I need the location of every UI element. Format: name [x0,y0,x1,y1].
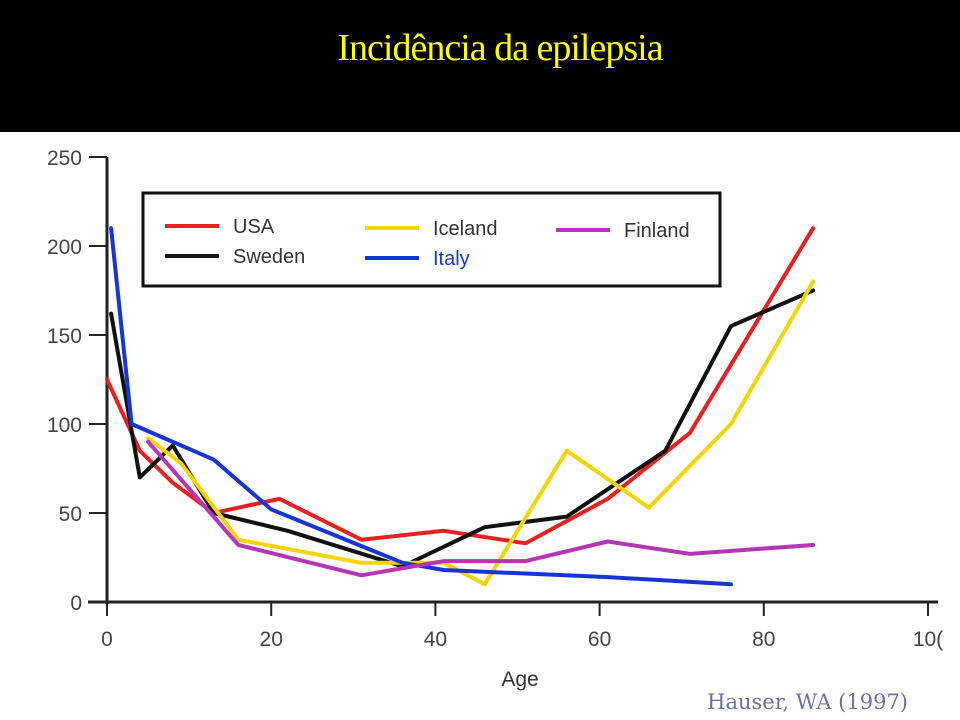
y-tick-label: 250 [47,147,82,170]
slide-title: Incidência da epilepsia [337,27,663,69]
x-tick-label: 60 [588,628,611,651]
legend-label-usa: USA [233,216,275,238]
legend-label-iceland: Iceland [433,218,498,240]
x-axis-title: Age [501,668,538,691]
x-tick-label: 10( [913,628,943,651]
legend-label-sweden: Sweden [233,246,305,268]
title-band [0,0,960,132]
y-tick-label: 200 [47,236,82,259]
legend-label-finland: Finland [624,220,690,242]
x-tick-label: 20 [260,628,283,651]
x-tick-label: 80 [752,628,775,651]
legend-label-italy: Italy [433,248,470,270]
x-tick-label: 0 [101,628,113,651]
citation: Hauser, WA (1997) [707,690,908,714]
chart-legend: USA Sweden Iceland Italy Finland [141,191,722,288]
y-tick-label: 0 [70,592,82,615]
y-tick-label: 50 [59,503,82,526]
series-line-usa [105,226,816,546]
y-tick-label: 150 [47,325,82,348]
x-tick-label: 40 [424,628,447,651]
series-line-italy [109,226,733,587]
series-line-sweden [109,288,816,569]
legend-box [141,191,722,288]
chart-ticks: 0 50 100 150 200 250 0 20 40 60 80 10( [47,147,943,651]
y-tick-label: 100 [47,414,82,437]
series-line-finland [146,439,816,578]
series-layer [105,226,816,587]
series-line-iceland [146,279,816,587]
